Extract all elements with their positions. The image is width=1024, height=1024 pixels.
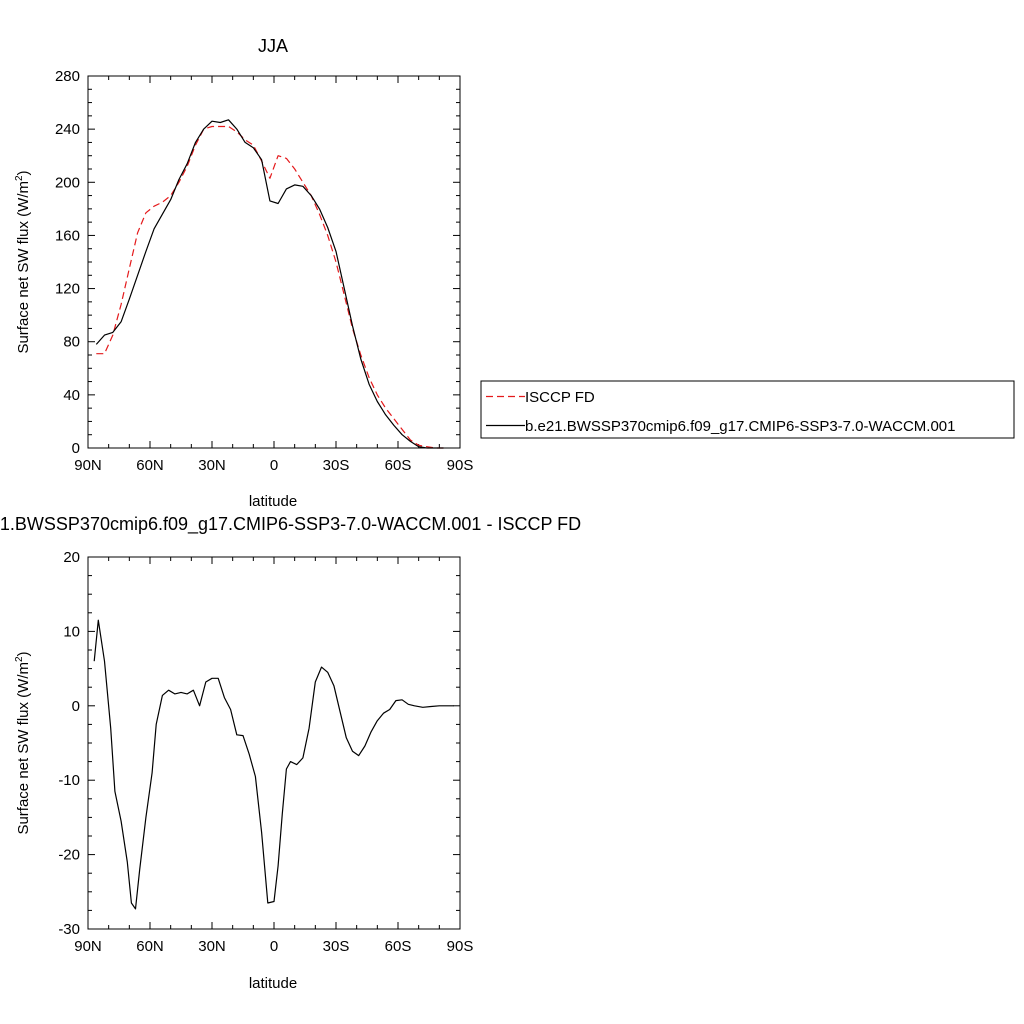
top-y-axis-label: Surface net SW flux (W/m2) (14, 170, 32, 353)
top-y-tick-label: 160 (55, 227, 80, 244)
legend-label-model: b.e21.BWSSP370cmip6.f09_g17.CMIP6-SSP3-7… (525, 418, 955, 435)
bottom-y-tick-label: -20 (58, 847, 80, 864)
legend-box (480, 380, 1015, 439)
bottom-y-tick-label: 10 (63, 623, 80, 640)
bottom-series-line-0 (93, 619, 454, 910)
bottom-y-axis-label-main: Surface net SW flux (W/m (15, 662, 32, 835)
top-plot-frame (87, 75, 461, 449)
bottom-x-tick-label: 60N (136, 938, 164, 955)
top-x-tick-label: 90N (74, 457, 102, 474)
bottom-y-tick-label: 20 (63, 549, 80, 566)
top-x-tick-label: 90S (447, 457, 474, 474)
bottom-y-tick-label: -10 (58, 772, 80, 789)
bottom-ticks: 90N 60N 30N 0 30S 60S 90S -30 -20 -10 0 10 20 (58, 549, 473, 955)
bottom-x-tick-label: 30S (323, 938, 350, 955)
top-x-axis-label: latitude (249, 493, 297, 510)
top-y-axis-label-end: ) (15, 170, 32, 175)
top-x-tick-label: 60N (136, 457, 164, 474)
top-y-tick-label: 40 (63, 387, 80, 404)
legend-label-isccp: ISCCP FD (525, 389, 595, 406)
bottom-x-axis-label: latitude (249, 975, 297, 992)
bottom-x-tick-label: 90S (447, 938, 474, 955)
bottom-y-axis-label-end: ) (15, 651, 32, 656)
top-x-tick-label: 30N (198, 457, 226, 474)
bottom-x-tick-label: 90N (74, 938, 102, 955)
panel-top: JJA 90N 60N 30N 0 30S 60S 90S 0 40 80 120 160 200 240… (14, 36, 1015, 510)
top-x-tick-label: 30S (323, 457, 350, 474)
bottom-y-axis-label-sup: 2 (14, 656, 25, 662)
top-series-line-1 (95, 119, 444, 449)
bottom-y-tick-label: 0 (72, 698, 80, 715)
bottom-y-axis-label: Surface net SW flux (W/m2) (14, 651, 32, 834)
legend: ISCCP FD b.e21.BWSSP370cmip6.f09_g17.CMI… (480, 380, 1015, 439)
top-x-tick-label: 0 (270, 457, 278, 474)
bottom-series (93, 619, 454, 910)
top-y-axis-label-main: Surface net SW flux (W/m (15, 181, 32, 354)
top-y-tick-label: 80 (63, 334, 80, 351)
bottom-x-tick-label: 0 (270, 938, 278, 955)
top-series-line-0 (96, 125, 444, 449)
bottom-plot-frame (87, 556, 461, 930)
bottom-chart-title: b.e21.BWSSP370cmip6.f09_g17.CMIP6-SSP3-7… (0, 514, 581, 535)
top-x-tick-label: 60S (385, 457, 412, 474)
top-series (95, 119, 444, 449)
bottom-x-tick-label: 60S (385, 938, 412, 955)
top-y-tick-label: 0 (72, 440, 80, 457)
panel-bottom: b.e21.BWSSP370cmip6.f09_g17.CMIP6-SSP3-7… (0, 514, 581, 992)
bottom-y-tick-label: -30 (58, 921, 80, 938)
top-y-axis-label-sup: 2 (14, 175, 25, 181)
top-y-tick-label: 200 (55, 174, 80, 191)
top-y-tick-label: 120 (55, 281, 80, 298)
bottom-x-tick-label: 30N (198, 938, 226, 955)
top-y-tick-label: 240 (55, 121, 80, 138)
top-chart-title: JJA (258, 36, 288, 56)
top-y-tick-label: 280 (55, 68, 80, 85)
top-ticks: 90N 60N 30N 0 30S 60S 90S 0 40 80 120 160 200 240 280 (55, 68, 473, 474)
